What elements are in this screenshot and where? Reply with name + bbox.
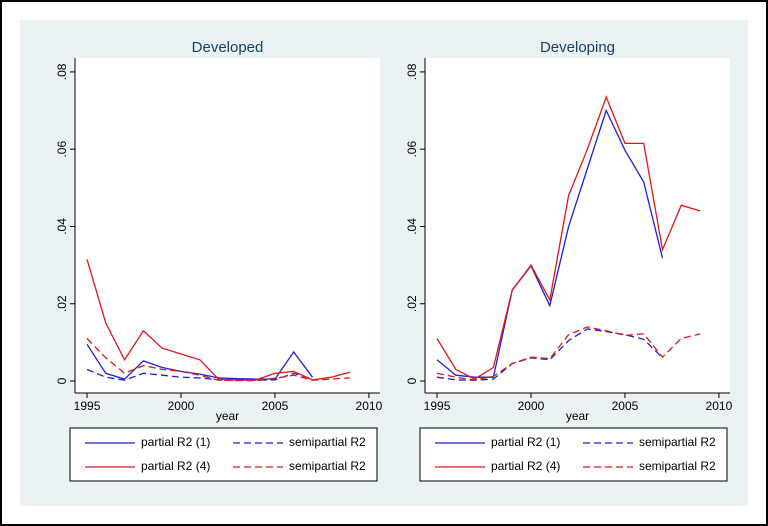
x-tick-label: 2010 — [356, 399, 383, 413]
series-line — [436, 326, 701, 381]
legend-label: semipartial R2 — [289, 435, 366, 449]
x-tick-label: 1995 — [424, 399, 451, 413]
series-line — [86, 259, 351, 381]
panel-title: Developing — [540, 39, 615, 56]
legend-label: partial R2 (1) — [141, 435, 210, 449]
x-tick-label: 1995 — [74, 399, 101, 413]
x-tick-label: 2010 — [706, 399, 733, 413]
y-tick-label: .08 — [405, 63, 419, 80]
series-line — [86, 338, 351, 382]
panel-title: Developed — [192, 39, 264, 56]
y-tick-label: 0 — [55, 377, 69, 384]
legend-box — [69, 427, 378, 482]
series-line — [436, 108, 664, 378]
y-tick-label: .02 — [405, 295, 419, 312]
y-tick-label: .02 — [55, 295, 69, 312]
y-tick-label: .08 — [55, 63, 69, 80]
x-tick-label: 2000 — [168, 399, 195, 413]
y-tick-label: .04 — [55, 218, 69, 235]
x-tick-label: 2005 — [262, 399, 289, 413]
legend-label: partial R2 (4) — [491, 459, 560, 473]
x-tick-label: 2005 — [612, 399, 639, 413]
x-tick-label: 2000 — [518, 399, 545, 413]
plot-area — [425, 58, 730, 393]
legend-label: partial R2 (4) — [141, 459, 210, 473]
legend-label: partial R2 (1) — [491, 435, 560, 449]
plot-area — [75, 58, 380, 393]
legend-label: semipartial R2 — [639, 435, 716, 449]
y-tick-label: 0 — [405, 377, 419, 384]
series-line — [436, 95, 701, 380]
legend-label: semipartial R2 — [639, 459, 716, 473]
legend-label: semipartial R2 — [289, 459, 366, 473]
series-line — [86, 368, 313, 381]
x-axis-label: year — [216, 409, 239, 423]
y-tick-label: .06 — [405, 141, 419, 158]
y-tick-label: .06 — [55, 141, 69, 158]
series-line — [86, 343, 314, 380]
x-axis-label: year — [566, 409, 589, 423]
legend-box — [419, 427, 728, 482]
y-tick-label: .04 — [405, 218, 419, 235]
